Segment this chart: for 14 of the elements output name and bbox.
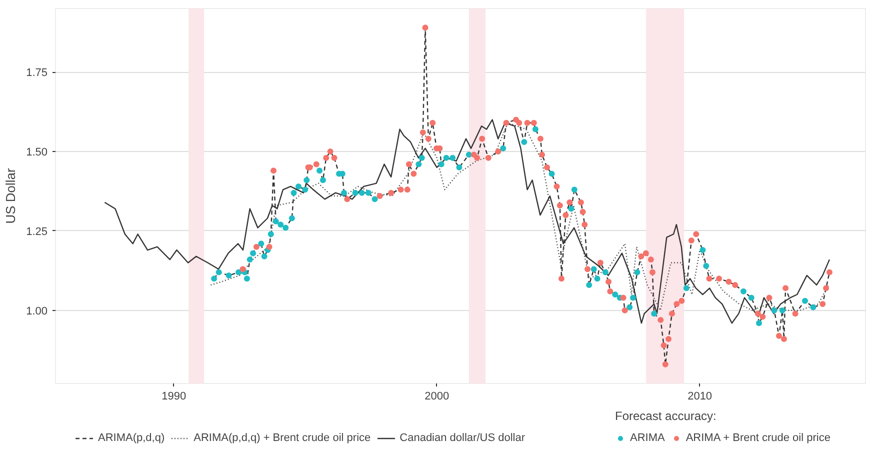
x-tick-label: 1990 [162,390,186,402]
y-tick-label: 1.00 [26,305,48,318]
y-tick-label: 1.25 [26,226,48,238]
y-tick-label: 1.50 [26,146,48,159]
x-tick-label: 2000 [424,390,450,402]
legend-label: ARIMA [630,432,665,444]
legend-label: ARIMA(p,d,q) + Brent crude oil price [194,432,371,444]
x-tick-label: 2010 [688,390,712,402]
y-axis-title: US Dollar [3,168,18,224]
legend-label: ARIMA + Brent crude oil price [686,432,830,444]
y-tick-label: 1.75 [26,67,48,80]
legend-label: Canadian dollar/US dollar [400,432,525,444]
legend-label: ARIMA(p,d,q) [98,432,165,444]
legend-title: Forecast accuracy: [615,409,718,423]
